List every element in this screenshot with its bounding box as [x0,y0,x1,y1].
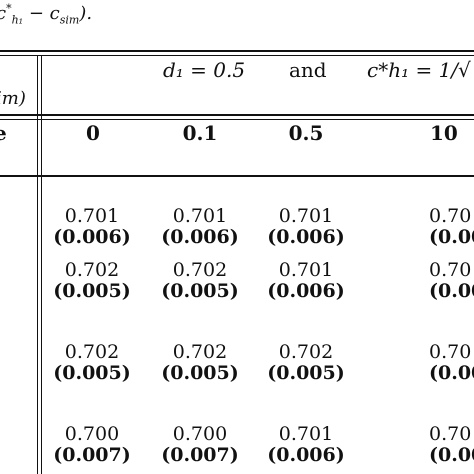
caption-minus: − c [23,3,60,24]
mid-rule-2 [0,119,474,120]
column-header-3: 10 [430,121,458,145]
header-ch1: c*h₁ = 1/√ [367,58,471,82]
cell-r4-c2: 0.700 (0.007) [161,423,239,466]
caption-fragment: c*h₁ − csim). [0,2,92,27]
cell-r3-c3: 0.702 (0.005) [267,341,345,384]
cell-r1-c1: 0.701 (0.006) [53,205,131,248]
group-header-ch1: c*h₁ = 1/√ [367,58,471,82]
vertical-rule-1 [37,55,38,474]
cell-r4-c4: 0.70 (0.00 [429,423,474,466]
cell-r1-c2: 0.701 (0.006) [161,205,239,248]
cell-r4-c1: 0.700 (0.007) [53,423,131,466]
caption-c: c [0,3,6,24]
cell-r2-c2: 0.702 (0.005) [161,259,239,302]
group-header-and: and [289,58,327,82]
cell-r2-c3: 0.701 (0.006) [267,259,345,302]
header-bottom-rule [0,175,474,177]
cell-r1-c4: 0.70 (0.00 [429,205,474,248]
cell-r1-c3: 0.701 (0.006) [267,205,345,248]
top-rule-2 [0,55,474,56]
column-header-0: 0 [86,121,100,145]
column-header-1: 0.1 [182,121,218,145]
caption-sub-h1: h₁ [11,13,24,27]
cell-r4-c3: 0.701 (0.006) [267,423,345,466]
row-header-fragment: e [0,121,7,145]
column-header-2: 0.5 [288,121,324,145]
group-header: d₁ = 0.5 [163,58,245,82]
cell-r3-c2: 0.702 (0.005) [161,341,239,384]
header-d1: d₁ = 0.5 [163,58,246,82]
caption-end: ). [79,3,93,24]
caption-sub-sim: sim [59,13,80,27]
cell-r3-c4: 0.70 (0.00 [429,341,474,384]
cell-r2-c4: 0.70 (0.00 [429,259,474,302]
cell-r2-c1: 0.702 (0.005) [53,259,131,302]
caption-star: * [6,2,12,15]
cell-r3-c1: 0.702 (0.005) [53,341,131,384]
row-header-sim-fragment: im) [0,88,26,109]
vertical-rule-2 [41,55,42,474]
top-rule-1 [0,50,474,52]
mid-rule-1 [0,114,474,116]
